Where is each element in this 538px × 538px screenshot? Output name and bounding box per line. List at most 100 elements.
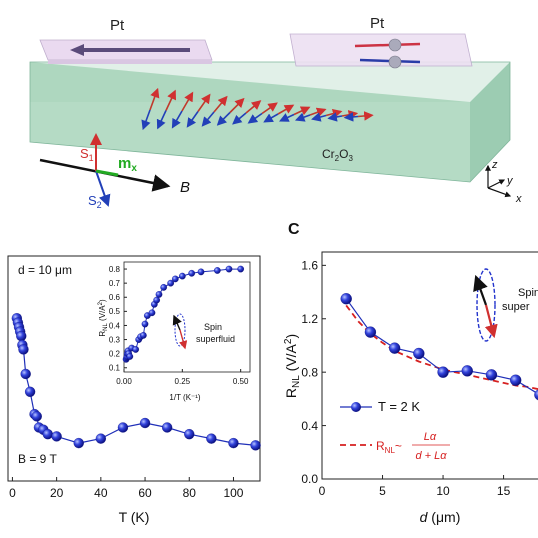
data-point [153, 296, 161, 304]
panel-c-spin-icon [473, 268, 498, 342]
data-point [206, 433, 217, 444]
inset-ylabel: RNL (V/A2) [98, 299, 109, 337]
inset-spin-icon [172, 313, 188, 350]
panel-b-frame [7, 255, 261, 482]
spin-arrow-down [247, 112, 263, 124]
x-tick-label: 60 [138, 486, 152, 500]
pt-left-electrode [39, 39, 213, 64]
data-point [160, 284, 168, 291]
data-point [364, 326, 377, 338]
spin-arrow-down [141, 109, 151, 131]
spin-arrow-up [165, 89, 177, 111]
data-point [510, 374, 522, 386]
spin-arrow-down [279, 113, 295, 122]
pt-right-label: Pt [370, 15, 385, 32]
inset-plot-frame [123, 261, 251, 373]
inset-frame [118, 262, 255, 372]
data-point [237, 265, 245, 273]
mx-label: mx [118, 155, 137, 174]
y-tick-label: 1.6 [301, 259, 318, 273]
y-tick-label: 0.5 [109, 307, 121, 316]
y-tick-label: 0.6 [109, 293, 121, 302]
data-point [16, 330, 27, 342]
data-point [167, 279, 175, 287]
legend-fit-denominator: d + Lα [415, 450, 447, 462]
data-point [388, 342, 401, 354]
coordinate-axes [485, 164, 512, 198]
data-point [228, 437, 239, 449]
axis-z-label: z [491, 159, 498, 171]
spin-arrow-down [311, 112, 327, 122]
crystal-side-face [470, 62, 510, 182]
panel-c-inset-text-line2: super [502, 301, 530, 313]
legend-data-marker [351, 402, 361, 412]
data-point [155, 291, 163, 298]
mx-arrow [95, 169, 119, 177]
spin-arrow-up [277, 104, 295, 115]
y-tick-label: 0.8 [301, 365, 318, 379]
data-point [31, 411, 42, 422]
data-point [42, 429, 53, 440]
spin-arrow-down [294, 112, 311, 122]
crystal-label: Cr2O3 [322, 147, 353, 163]
data-point [197, 268, 205, 276]
legend-fit-numerator: Lα [424, 431, 437, 443]
x-tick-label: 40 [94, 486, 108, 500]
spin-arrow-up [197, 93, 211, 112]
y-tick-label: 1.2 [301, 312, 318, 326]
data-point [73, 437, 84, 449]
x-tick-label: 10 [436, 484, 450, 498]
data-point [126, 353, 134, 360]
panel-b-annotation-b: B = 9 T [18, 452, 57, 466]
data-point [148, 309, 156, 317]
spin-arrow-up [261, 102, 278, 115]
spin-wave-arrows [141, 87, 374, 131]
x-tick-label: 0.25 [175, 377, 191, 386]
panel-b-xlabel: T (K) [119, 509, 150, 525]
data-point [20, 368, 31, 380]
y-tick-label: 0.7 [109, 279, 121, 288]
panel-c-ylabel: RNL (V/A2) [283, 334, 302, 398]
axis-y-label: y [506, 175, 514, 187]
spin-arrow-down [171, 110, 183, 129]
x-tick-label: 80 [183, 486, 197, 500]
data-point [225, 265, 233, 273]
data-point [213, 267, 221, 274]
data-point [184, 429, 195, 440]
inset-xlabel: 1/T (K⁻¹) [169, 393, 201, 402]
data-point [132, 346, 140, 353]
y-tick-label: 0.4 [301, 419, 318, 433]
spin-arrow-up [357, 111, 374, 121]
spin-arrow-up [213, 95, 228, 113]
data-point [250, 440, 261, 451]
panel-b-axes: 0 20 40 60 80 100 [9, 477, 244, 500]
axis-x-label: x [515, 193, 522, 205]
data-point [340, 293, 352, 305]
x-tick-label: 20 [50, 486, 64, 500]
panel-b: 0 20 40 60 80 100 d = 10 μm B = 9 T T (K) 0.0… [7, 255, 261, 525]
panel-c-points [340, 293, 538, 401]
spin-arrow-down [327, 112, 343, 122]
data-point [51, 431, 62, 442]
x-tick-label: 0.00 [116, 377, 132, 386]
electron-icon [388, 38, 402, 52]
y-tick-label: 0.8 [109, 265, 121, 274]
panel-b-annotation-d: d = 10 μm [18, 263, 72, 277]
panel-c-letter: c [288, 221, 300, 238]
legend-data-label: T = 2 K [378, 399, 420, 414]
data-point [437, 366, 449, 378]
data-point [18, 344, 29, 355]
x-tick-label: 0 [319, 484, 326, 498]
sublattice-diagram [39, 133, 171, 207]
x-tick-label: 15 [497, 484, 511, 498]
data-point [485, 369, 498, 381]
spin-arrow-down [156, 110, 167, 130]
data-point [95, 433, 106, 444]
panel-c-fit-line [345, 304, 538, 391]
spin-arrow-down [216, 111, 231, 126]
y-tick-label: 0.2 [109, 349, 121, 358]
panel-b-points [11, 313, 261, 451]
data-point [162, 422, 173, 433]
spin-arrow-up [245, 100, 262, 114]
